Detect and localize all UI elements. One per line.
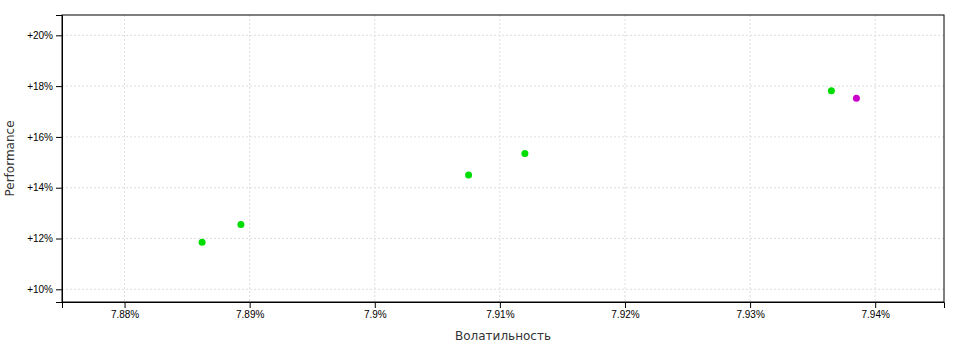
y-tick-label: +16% — [27, 132, 53, 143]
y-tick-mark — [56, 289, 62, 290]
x-tick: 7.92% — [611, 302, 639, 320]
y-tick-label: +20% — [27, 30, 53, 41]
grid-line-x — [750, 15, 751, 302]
y-tick-label: +10% — [27, 284, 53, 295]
x-tick-mark — [875, 302, 876, 308]
y-tick-mark — [56, 188, 62, 189]
y-axis-title: Performance — [3, 120, 17, 196]
grid-line-x — [124, 15, 125, 302]
y-tick-label: +18% — [27, 81, 53, 92]
y-tick-mark — [56, 239, 62, 240]
points — [199, 87, 860, 246]
point — [828, 87, 835, 94]
x-tick-mark — [625, 302, 626, 308]
plot-area: 7.88%7.89%7.9%7.91%7.92%7.93%7.94%+10%+1… — [27, 15, 944, 320]
point — [521, 150, 528, 157]
x-tick-label: 7.93% — [736, 309, 764, 320]
x-axis: 7.88% 7.89% 7.9% 7.91% 7.92% 7.93% 7.94% — [63, 302, 945, 320]
x-axis-line — [63, 303, 945, 309]
point — [465, 172, 472, 179]
y-tick: +18% — [27, 81, 62, 92]
y-tick: +16% — [27, 132, 62, 143]
grid-line-y — [62, 136, 944, 137]
grid-line-y — [62, 238, 944, 239]
grid-line-y — [62, 289, 944, 290]
y-axis-line — [56, 16, 63, 303]
x-tick-mark — [375, 302, 376, 308]
grid — [62, 15, 944, 302]
y-tick: +12% — [27, 233, 62, 244]
x-tick-label: 7.94% — [862, 309, 890, 320]
point — [853, 95, 860, 102]
x-tick: 7.9% — [364, 302, 387, 320]
x-tick-label: 7.9% — [364, 309, 387, 320]
x-tick-label: 7.89% — [236, 309, 264, 320]
x-tick-mark — [250, 302, 251, 308]
x-tick-mark — [125, 302, 126, 308]
y-tick-label: +14% — [27, 182, 53, 193]
y-tick: +14% — [27, 182, 62, 193]
grid-line-x — [624, 15, 625, 302]
y-tick-mark — [56, 86, 62, 87]
grid-line-x — [499, 15, 500, 302]
y-tick: +20% — [27, 30, 62, 41]
x-tick: 7.91% — [486, 302, 514, 320]
x-tick-mark — [500, 302, 501, 308]
point — [199, 239, 206, 246]
point — [237, 221, 244, 228]
x-tick: 7.94% — [862, 302, 890, 320]
y-tick-mark — [56, 35, 62, 36]
x-tick: 7.88% — [111, 302, 139, 320]
y-tick-mark — [56, 137, 62, 138]
x-tick: 7.89% — [236, 302, 264, 320]
chart: 7.88%7.89%7.9%7.91%7.92%7.93%7.94%+10%+1… — [0, 0, 966, 350]
x-tick-mark — [750, 302, 751, 308]
x-tick-label: 7.91% — [486, 309, 514, 320]
x-tick-label: 7.88% — [111, 309, 139, 320]
y-tick: +10% — [27, 284, 62, 295]
grid-line-x — [249, 15, 250, 302]
x-axis-title: Волатильность — [455, 329, 551, 343]
grid-line-y — [62, 35, 944, 36]
grid-line-y — [62, 187, 944, 188]
grid-line-x — [374, 15, 375, 302]
x-tick: 7.93% — [736, 302, 764, 320]
y-axis: +10% +12% +14% +16% +18% +20% — [27, 16, 62, 303]
grid-line-x — [875, 15, 876, 302]
y-tick-label: +12% — [27, 233, 53, 244]
x-tick-label: 7.92% — [611, 309, 639, 320]
plot-frame — [62, 15, 944, 302]
grid-line-y — [62, 86, 944, 87]
